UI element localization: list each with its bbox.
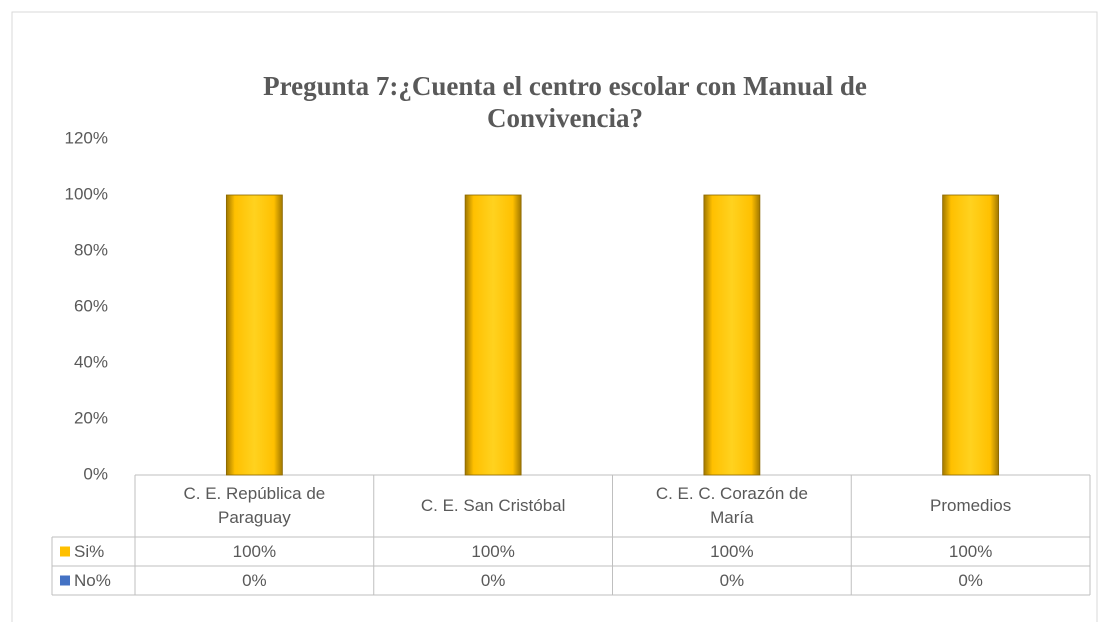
x-tick-label: Promedios: [929, 496, 1012, 515]
y-tick-label: 120%: [65, 128, 108, 147]
data-label: 100%: [710, 541, 754, 561]
data-label: 0%: [242, 570, 267, 590]
bar: [225, 194, 283, 476]
data-label: 100%: [471, 541, 515, 561]
y-tick-label: 100%: [65, 184, 108, 203]
y-tick-label: 80%: [74, 240, 108, 259]
legend-key: [60, 546, 70, 557]
y-tick-label: 20%: [74, 408, 108, 427]
chart-title: Pregunta 7:¿Cuenta el centro escolar con…: [263, 71, 867, 133]
bar: [703, 194, 761, 476]
bar: [942, 194, 1000, 476]
y-tick-label: 60%: [74, 296, 108, 315]
data-label: 100%: [948, 541, 993, 561]
legend-label: No%: [74, 571, 111, 590]
data-label: 100%: [232, 541, 277, 561]
y-tick-label: 40%: [74, 352, 108, 371]
data-label: 0%: [719, 570, 745, 590]
x-tick-label: C. E. República de Paraguay: [183, 484, 326, 527]
chart-border: [11, 11, 1098, 622]
x-tick-label: C. E. C. Corazón de María: [655, 484, 808, 527]
x-tick-label: C. E. San Cristóbal: [420, 496, 566, 515]
y-tick-label: 0%: [83, 464, 108, 483]
legend-key: [60, 575, 70, 586]
bar: [464, 194, 522, 476]
legend-label: Si%: [74, 542, 104, 561]
data-label: 0%: [958, 570, 983, 590]
data-label: 0%: [480, 570, 506, 590]
